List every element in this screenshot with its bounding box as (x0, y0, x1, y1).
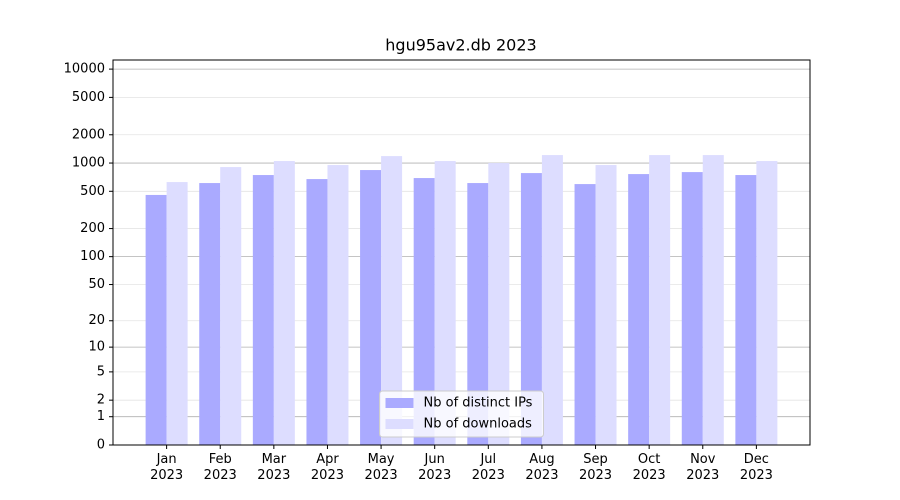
legend-swatch (385, 398, 414, 408)
y-tick-label: 0 (97, 438, 105, 453)
y-tick-label: 2 (97, 393, 105, 408)
y-tick-label: 10000 (64, 62, 105, 77)
bar (649, 155, 671, 446)
bar (467, 183, 489, 445)
y-tick-label: 1 (97, 409, 105, 424)
bar (595, 165, 617, 445)
legend-label: Nb of downloads (424, 417, 533, 432)
bar (199, 183, 221, 445)
plot-frame (112, 59, 811, 446)
y-tick-label: 100 (80, 249, 105, 264)
bar (488, 163, 510, 445)
y-tick-label: 2000 (72, 127, 105, 142)
bar (145, 194, 167, 445)
x-tick-label: Oct 2023 (632, 452, 666, 483)
legend: Nb of distinct IPs Nb of downloads (379, 390, 544, 438)
bar (166, 182, 188, 445)
bar (360, 170, 382, 445)
bar (306, 179, 328, 445)
bar (434, 161, 456, 445)
x-tick-label: Dec 2023 (739, 452, 773, 483)
bar (327, 165, 349, 445)
bar (702, 155, 724, 446)
bar (574, 184, 596, 446)
bar (756, 161, 778, 445)
y-tick-label: 20 (88, 313, 105, 328)
bar (413, 178, 435, 445)
bar (681, 172, 703, 445)
x-tick-label: Jul 2023 (471, 452, 505, 483)
x-tick-label: Sep 2023 (578, 452, 613, 483)
legend-label: Nb of distinct IPs (424, 396, 533, 411)
y-tick-label: 5 (97, 364, 105, 379)
x-tick-label: Nov 2023 (686, 452, 720, 483)
y-tick-label: 500 (80, 184, 105, 199)
x-tick-label: Aug 2023 (525, 452, 559, 483)
y-tick-label: 10 (88, 340, 105, 355)
bar (628, 174, 650, 445)
y-tick-label: 5000 (72, 90, 105, 105)
legend-swatch (385, 419, 414, 429)
x-tick-label: Apr 2023 (310, 452, 344, 483)
bar (735, 175, 757, 445)
x-tick-label: May 2023 (364, 452, 398, 483)
x-tick-label: Jan 2023 (150, 452, 184, 483)
bar (220, 167, 242, 445)
y-tick-label: 50 (88, 277, 105, 292)
bar (252, 175, 274, 445)
chart-title: hgu95av2.db 2023 (385, 36, 536, 55)
bar (381, 156, 403, 445)
bar (273, 161, 295, 445)
x-tick-label: Feb 2023 (203, 452, 237, 483)
bar (541, 155, 563, 446)
x-tick-label: Jun 2023 (418, 452, 452, 483)
bar (520, 173, 542, 445)
y-tick-label: 1000 (72, 156, 105, 171)
x-tick-label: Mar 2023 (257, 452, 291, 483)
legend-box (379, 390, 544, 438)
y-tick-label: 200 (80, 221, 105, 236)
